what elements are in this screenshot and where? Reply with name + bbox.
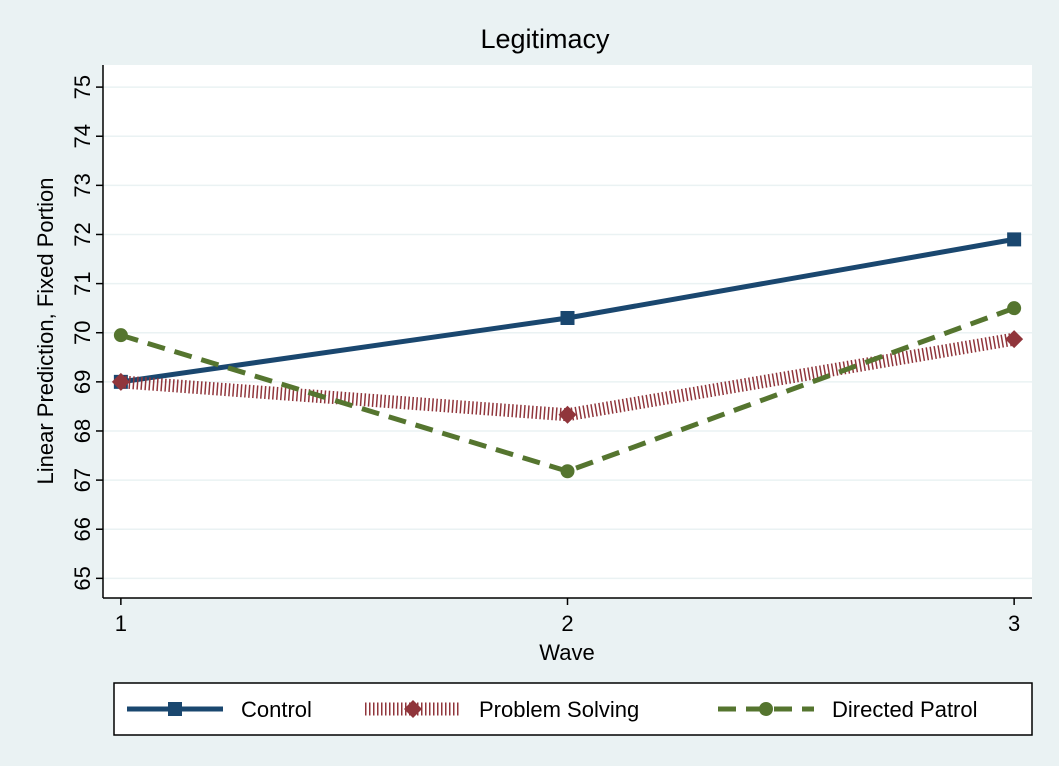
y-tick-label: 71: [70, 271, 95, 295]
y-tick-label: 72: [70, 222, 95, 246]
legend-marker: [759, 702, 773, 716]
y-tick-label: 67: [70, 468, 95, 492]
data-point: [560, 464, 575, 479]
x-axis-title: Wave: [539, 640, 594, 665]
y-tick-label: 65: [70, 566, 95, 590]
y-tick-label: 73: [70, 173, 95, 197]
legend-label: Directed Patrol: [832, 697, 978, 722]
plot-area: [103, 65, 1032, 598]
data-point: [560, 310, 575, 325]
legend-box: [113, 682, 1033, 736]
series-line: [120, 332, 1016, 422]
legend-marker: [404, 700, 422, 718]
y-tick-label: 68: [70, 419, 95, 443]
data-point: [113, 328, 128, 343]
legend-label: Control: [241, 697, 312, 722]
legend-label: Problem Solving: [479, 697, 639, 722]
y-tick-label: 66: [70, 517, 95, 541]
data-point: [111, 372, 130, 391]
legend-marker: [168, 702, 182, 716]
y-tick-label: 69: [70, 370, 95, 394]
x-tick-label: 3: [1008, 611, 1020, 636]
data-point: [1007, 232, 1022, 247]
y-tick-label: 75: [70, 75, 95, 99]
chart-title: Legitimacy: [480, 24, 610, 54]
series-line: [120, 305, 1015, 474]
data-point: [1007, 301, 1022, 316]
y-axis-title: Linear Prediction, Fixed Portion: [33, 178, 58, 485]
data-point: [558, 405, 577, 424]
y-tick-label: 74: [70, 124, 95, 148]
x-tick-label: 1: [115, 611, 127, 636]
y-tick-label: 70: [70, 320, 95, 344]
x-tick-label: 2: [561, 611, 573, 636]
data-point: [1005, 330, 1024, 349]
